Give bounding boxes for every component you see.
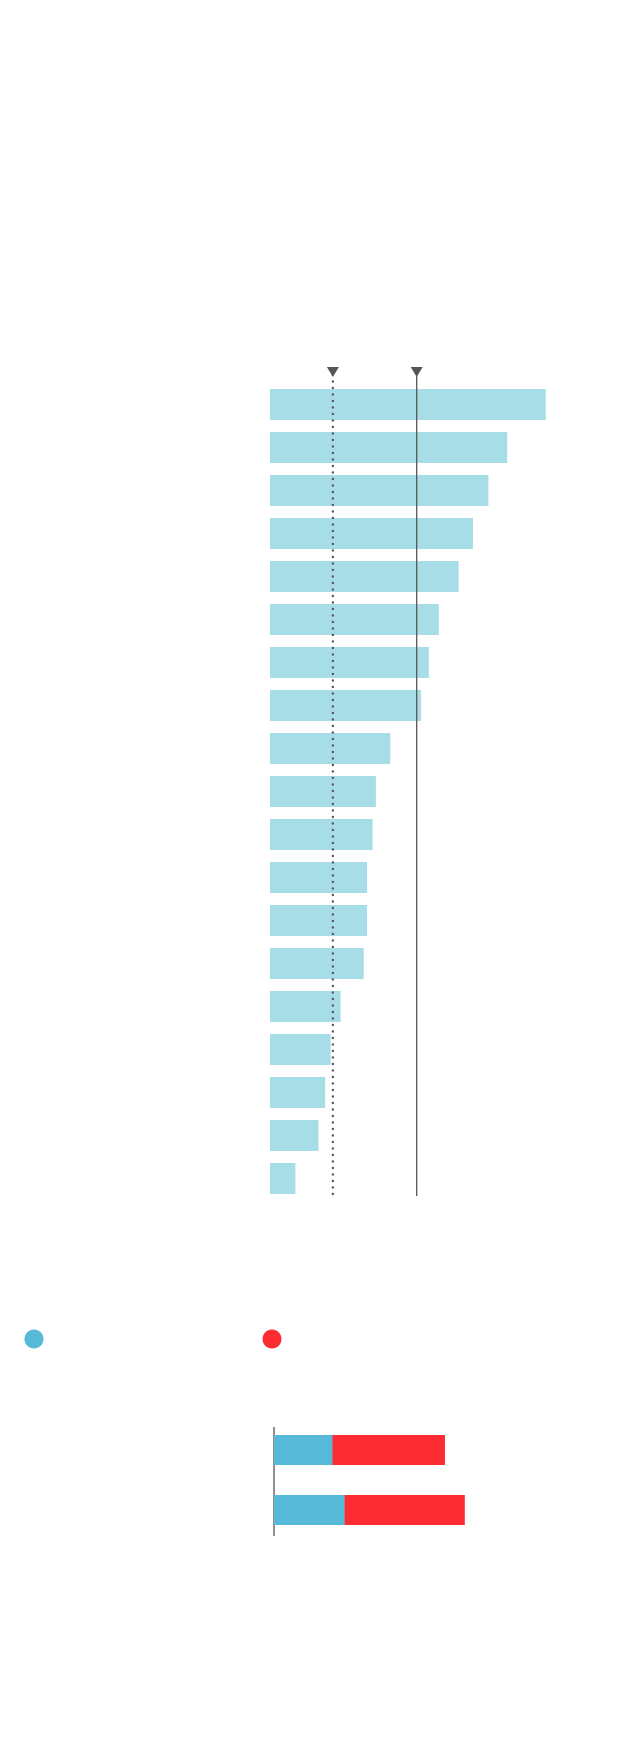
bar <box>270 604 439 635</box>
bar <box>270 432 508 463</box>
bar-segment <box>344 1495 465 1525</box>
bar <box>270 733 391 764</box>
bar <box>270 647 429 678</box>
bar <box>270 948 364 979</box>
legend-swatch <box>24 1329 44 1349</box>
bar <box>270 1034 331 1065</box>
bar <box>270 1120 319 1151</box>
reference-marker <box>410 367 423 377</box>
reference-marker <box>326 367 339 377</box>
bar <box>270 1163 296 1194</box>
bar <box>270 905 368 936</box>
bar <box>270 475 489 506</box>
bar <box>270 690 422 721</box>
bar <box>270 518 473 549</box>
legend-swatch <box>262 1329 282 1349</box>
bar <box>270 862 368 893</box>
bar-segment <box>274 1435 333 1465</box>
bar <box>270 561 459 592</box>
bar <box>270 389 546 420</box>
bar-segment <box>332 1435 445 1465</box>
bar <box>270 819 373 850</box>
bar <box>270 1077 326 1108</box>
bar-segment <box>274 1495 345 1525</box>
bar <box>270 991 341 1022</box>
bar <box>270 776 376 807</box>
